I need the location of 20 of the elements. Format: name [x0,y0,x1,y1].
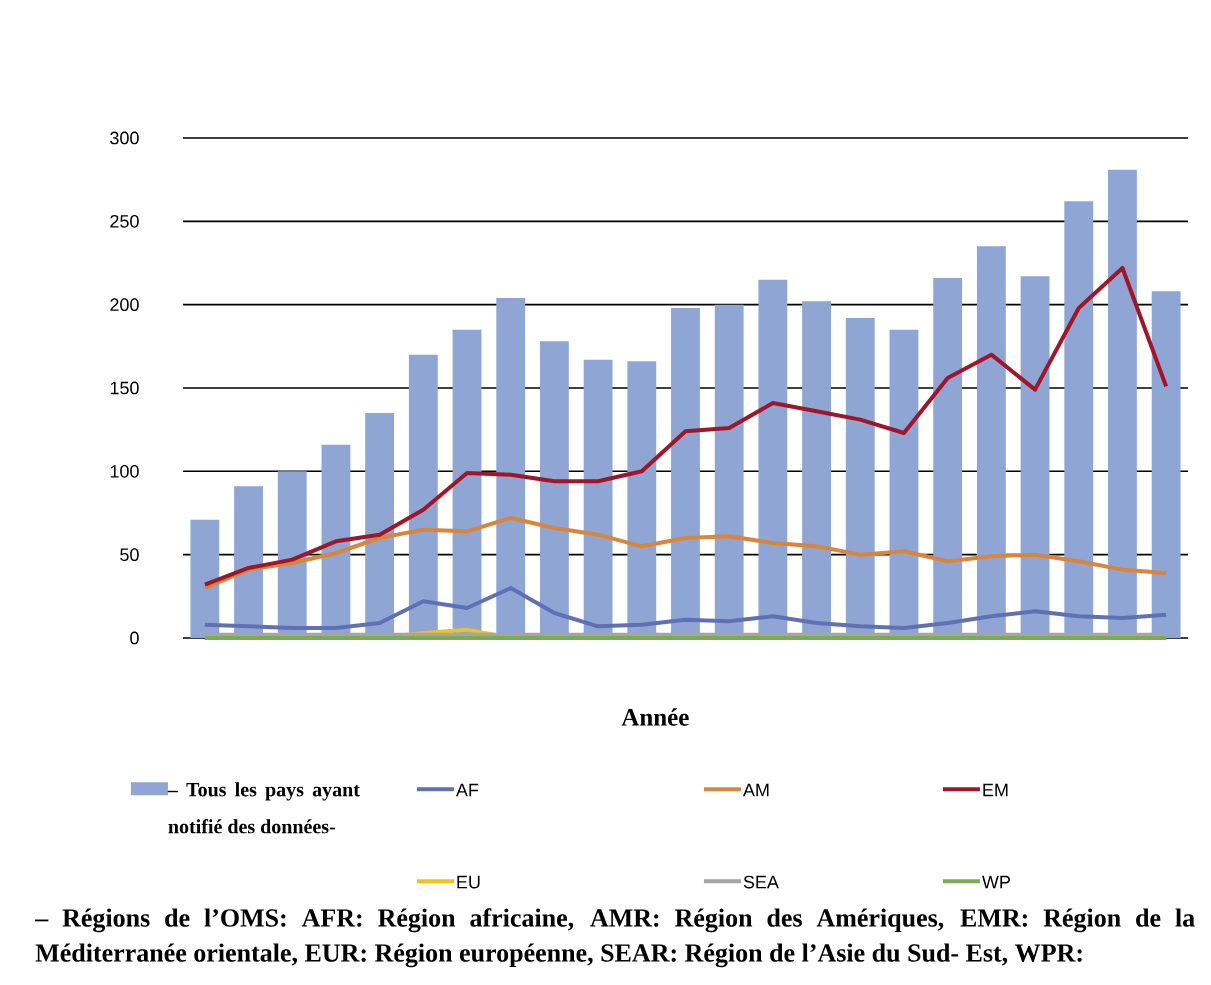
y-tick-label: 150 [110,381,139,395]
y-tick-label: 50 [120,548,139,562]
legend-label: SEA [743,875,779,889]
legend-label: WP [982,875,1010,889]
line-series [202,265,1169,587]
bar [190,519,220,638]
bar [1151,291,1181,638]
text: – Régions de l’OMS: AFR: Région africaine, AMR: Région des Amériques, EMR: Région de la Méditerranée orientale, EUR: Région européenne, SEAR: Région de l’Asie du Sud- Est, WPR: [35,908,1195,968]
y-tick-label: 200 [110,298,139,312]
y-tick-label: 0 [130,631,139,645]
legend-label: AM [742,783,769,797]
legend-label: EM [983,783,1008,797]
line-series [202,515,1169,590]
y-tick-label: 300 [110,131,139,145]
y-tick-label: 250 [110,214,139,228]
legend-label: EU [457,875,480,889]
legend-label: AF [455,783,479,797]
y-tick-label: 100 [110,464,139,478]
legend-label: – Tous les pays ayant notifié des données- [167,782,360,834]
x-axis-title: Année [621,708,689,726]
